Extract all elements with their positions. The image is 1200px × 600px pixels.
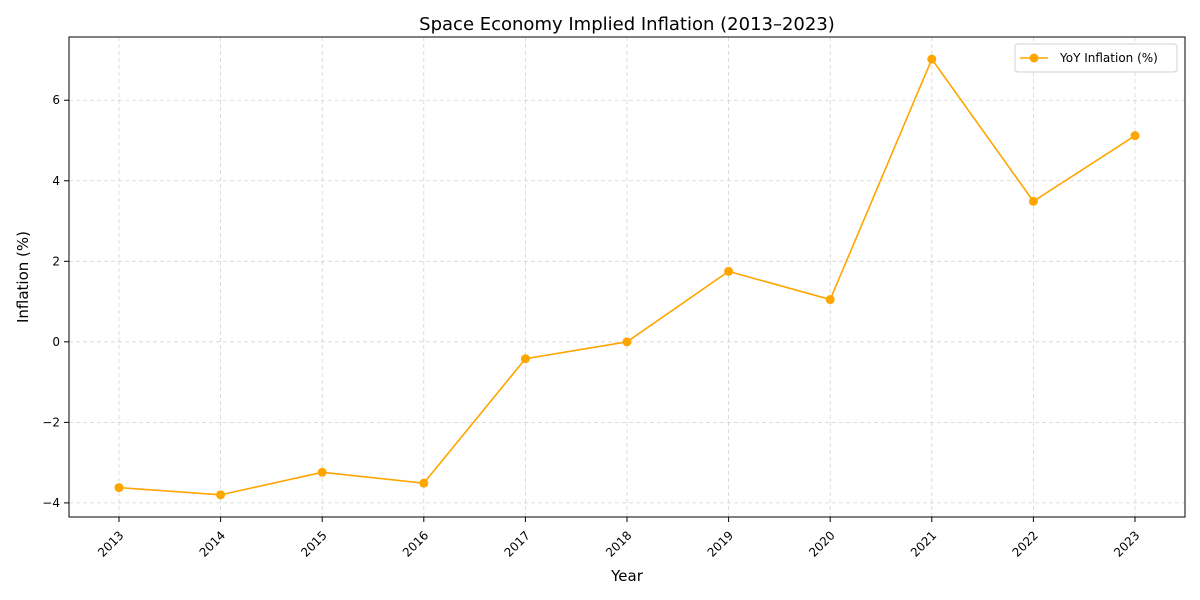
x-tick-label: 2021 <box>908 528 939 559</box>
data-point <box>622 337 632 347</box>
data-point <box>724 266 734 276</box>
x-tick-label: 2023 <box>1111 528 1142 559</box>
data-point <box>419 478 429 488</box>
legend-box <box>1014 43 1178 73</box>
y-tick-label: 4 <box>52 174 60 188</box>
x-tick-label: 2017 <box>501 528 532 559</box>
y-tick-label: −4 <box>42 496 60 510</box>
x-tick-label: 2022 <box>1009 528 1040 559</box>
data-point <box>825 295 835 305</box>
x-tick-label: 2016 <box>400 528 431 559</box>
data-point <box>927 54 937 64</box>
x-tick-label: 2018 <box>603 528 634 559</box>
series-group <box>114 54 1140 500</box>
x-tick-label: 2014 <box>197 528 228 559</box>
legend-marker <box>1029 53 1039 63</box>
y-tick-label: 2 <box>52 254 60 268</box>
x-tick-label: 2015 <box>298 528 329 559</box>
legend: YoY Inflation (%) <box>1014 43 1178 73</box>
legend-label: YoY Inflation (%) <box>1059 51 1158 65</box>
x-tick-label: 2020 <box>806 528 837 559</box>
y-tick-label: 0 <box>52 335 60 349</box>
data-point <box>114 483 124 493</box>
x-axis: 2013 2014 2015 2016 2017 2018 2019 2020 2021 2022… <box>95 517 1143 560</box>
data-point <box>1028 196 1038 206</box>
x-tick-label: 2019 <box>705 528 736 559</box>
data-point <box>317 467 327 477</box>
data-point <box>216 490 226 500</box>
y-tick-label: −2 <box>42 415 60 429</box>
data-point <box>1130 131 1140 141</box>
y-axis: −4 −2 0 2 4 6 <box>42 93 69 510</box>
x-axis-title: Year <box>610 567 644 585</box>
chart-title: Space Economy Implied Inflation (2013–20… <box>419 14 835 35</box>
x-tick-label: 2013 <box>95 528 126 559</box>
y-axis-title: Inflation (%) <box>14 231 32 323</box>
grid <box>69 37 1185 517</box>
y-tick-label: 6 <box>52 93 60 107</box>
data-point <box>520 354 530 364</box>
